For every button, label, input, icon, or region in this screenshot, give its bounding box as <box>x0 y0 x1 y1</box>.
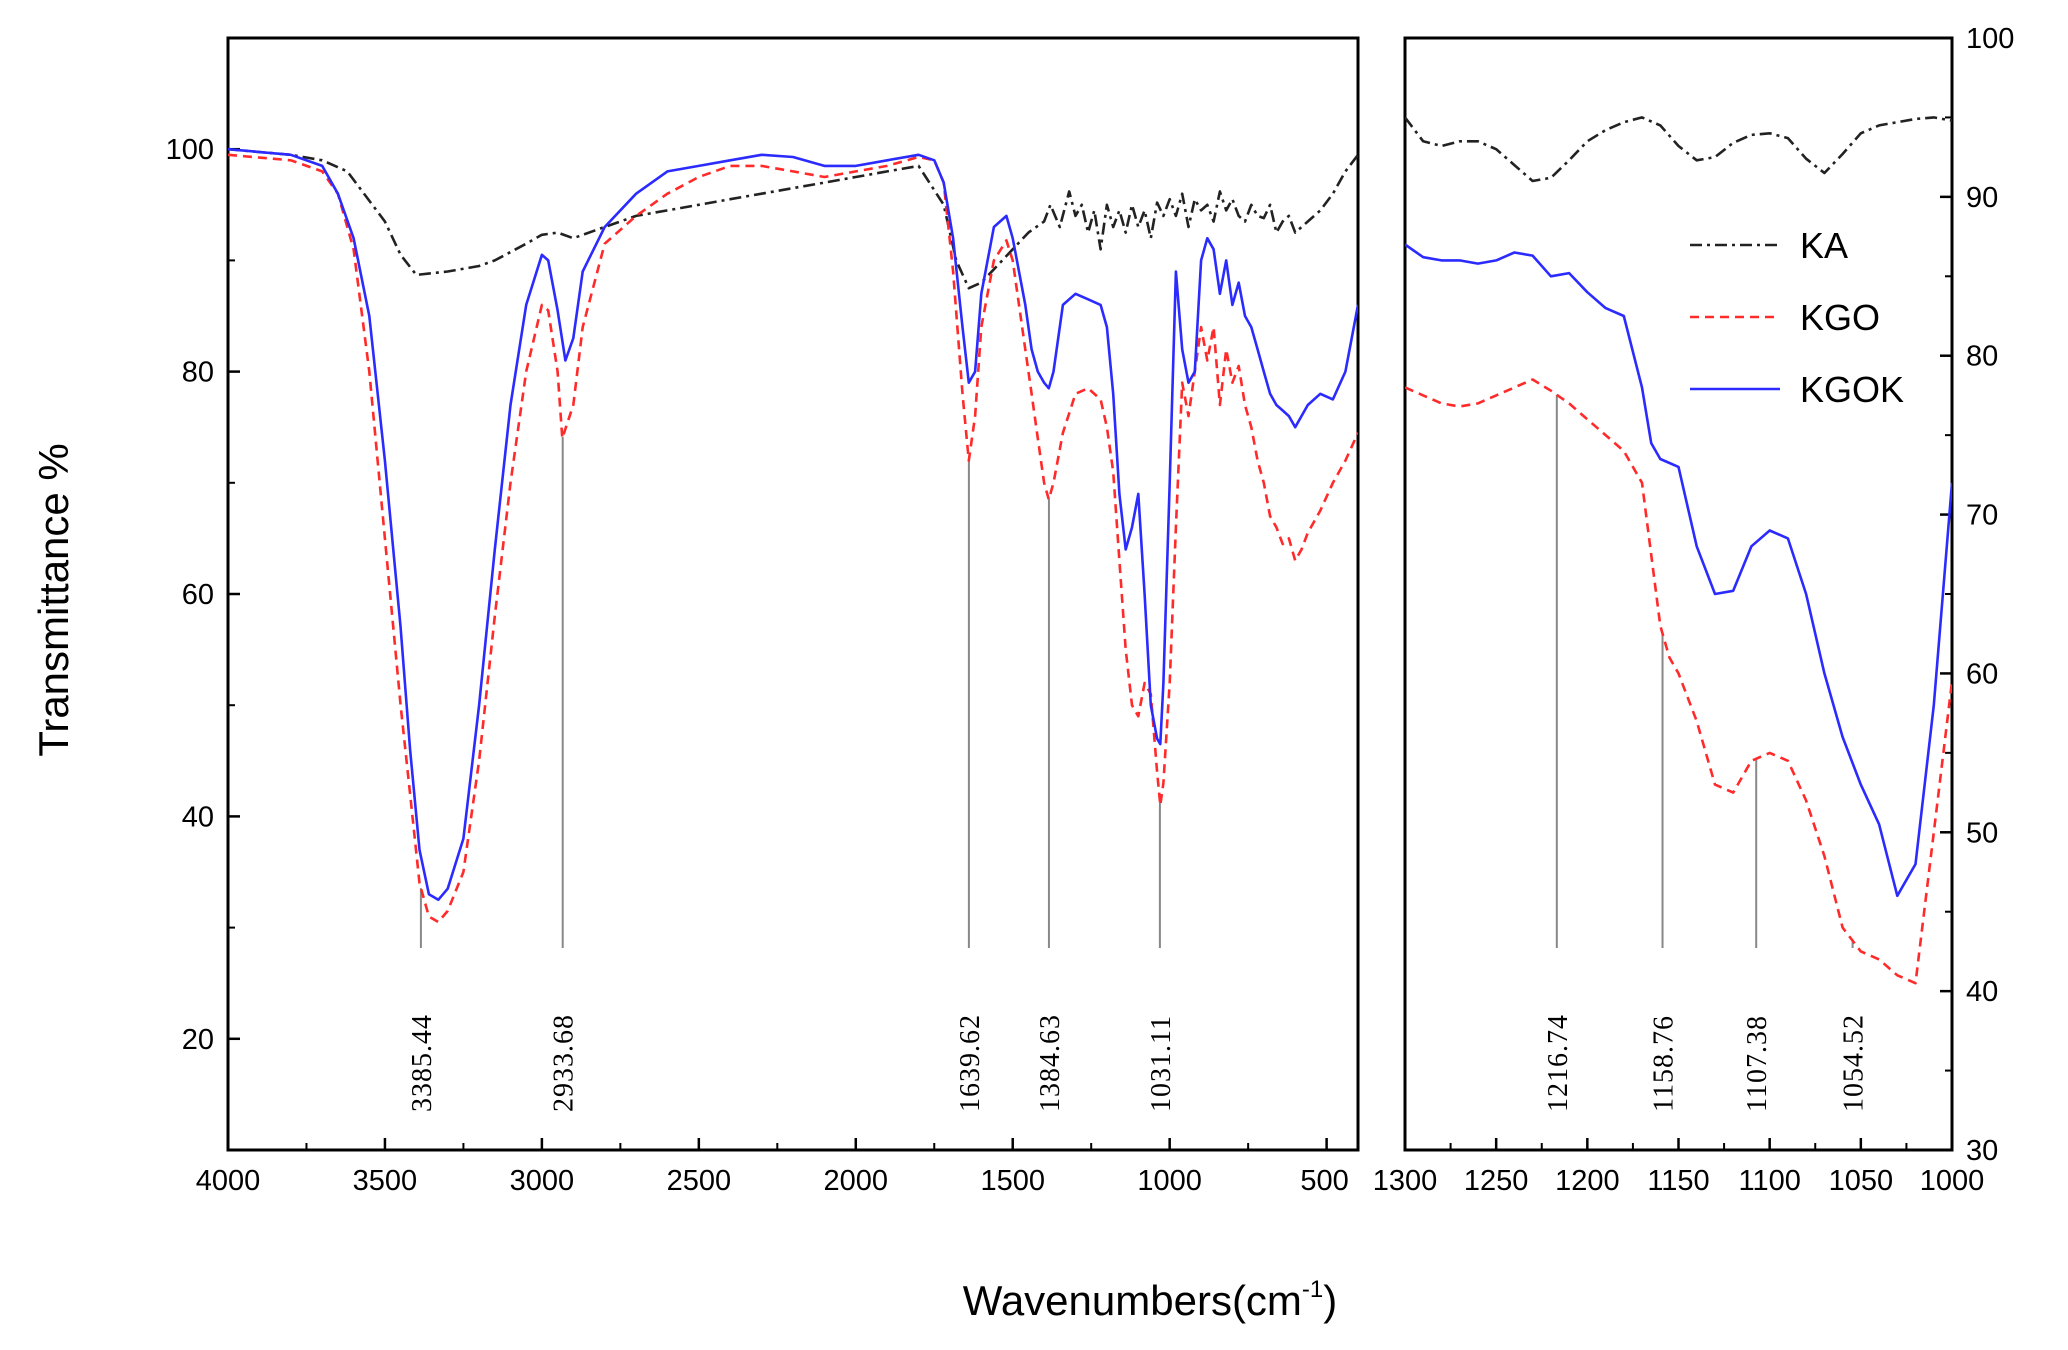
left-panel: 4000 3500 3000 2500 2000 1500 1000 500 20 40 60 80 1… <box>166 36 1360 1197</box>
y-tick-label: 80 <box>1966 341 1998 373</box>
x-tick-label: 2000 <box>824 1165 889 1197</box>
x-tick-label: 1500 <box>980 1165 1045 1197</box>
legend-label-kgok: KGOK <box>1800 369 1904 410</box>
y-tick-label: 30 <box>1966 1135 1998 1167</box>
peak-label: 1639.62 <box>955 1014 986 1112</box>
x-tick-label: 1150 <box>1647 1165 1709 1197</box>
x-tick-label: 500 <box>1300 1165 1348 1197</box>
legend-label-kgo: KGO <box>1800 297 1880 338</box>
y-tick-label: 100 <box>166 134 214 166</box>
x-tick-label: 1000 <box>1137 1165 1202 1197</box>
x-tick-label: 1100 <box>1738 1165 1800 1197</box>
y-tick-label: 90 <box>1966 182 1998 214</box>
series-kgok <box>1405 243 1952 898</box>
x-tick-label: 1200 <box>1555 1165 1620 1197</box>
x-axis-title: Wavenumbers(cm-1) <box>963 1276 1338 1324</box>
y-tick-label: 100 <box>1966 23 2014 55</box>
series-ka <box>228 147 1358 290</box>
x-tick-label: 3000 <box>510 1165 575 1197</box>
y-tick-label: 40 <box>1966 976 1998 1008</box>
peak-label: 2933.68 <box>549 1014 580 1112</box>
y-tick-label: 40 <box>182 801 214 833</box>
legend-label-ka: KA <box>1800 225 1848 266</box>
plot-frame <box>1403 36 1954 1152</box>
y-tick-label: 60 <box>1966 658 1998 690</box>
peak-label: 1384.63 <box>1035 1014 1066 1112</box>
x-tick-label: 1300 <box>1373 1165 1438 1197</box>
series-ka <box>1405 116 1952 183</box>
peak-label: 3385.44 <box>407 1014 438 1112</box>
peak-label: 1054.52 <box>1839 1014 1870 1112</box>
peak-label: 1158.76 <box>1649 1015 1680 1112</box>
y-axis-title: Transmittance % <box>30 443 77 757</box>
x-tick-label: 1250 <box>1464 1165 1529 1197</box>
x-tick-label: 1000 <box>1920 1165 1985 1197</box>
peak-label: 1031.11 <box>1146 1015 1177 1112</box>
series-kgok <box>228 147 1358 902</box>
y-tick-label: 70 <box>1966 500 1998 532</box>
x-tick-label: 2500 <box>667 1165 732 1197</box>
x-tick-label: 1050 <box>1829 1165 1894 1197</box>
peak-label: 1216.74 <box>1543 1014 1574 1112</box>
series-kgo <box>228 153 1358 924</box>
y-tick-label: 20 <box>182 1024 214 1056</box>
y-tick-label: 60 <box>182 579 214 611</box>
y-tick-label: 80 <box>182 357 214 389</box>
peak-label: 1107.38 <box>1742 1015 1773 1112</box>
y-tick-label: 50 <box>1966 817 1998 849</box>
x-tick-label: 3500 <box>353 1165 418 1197</box>
x-tick-label: 4000 <box>196 1165 261 1197</box>
